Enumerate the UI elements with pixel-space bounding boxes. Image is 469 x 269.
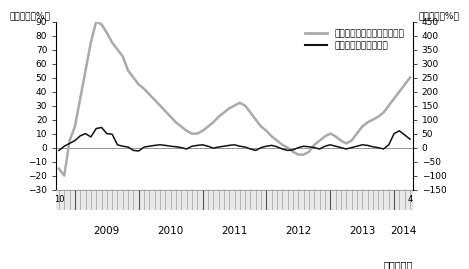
Text: 10: 10 xyxy=(53,195,64,204)
Text: 2011: 2011 xyxy=(221,226,248,236)
Text: 2010: 2010 xyxy=(158,226,184,236)
Text: 2014: 2014 xyxy=(390,226,416,236)
Text: 2012: 2012 xyxy=(285,226,311,236)
Text: （年、月）: （年、月） xyxy=(383,260,413,269)
Legend: 不動産開発業者向け資金供給, 社会融資総量（右軸）: 不動産開発業者向け資金供給, 社会融資総量（右軸） xyxy=(301,26,408,54)
Text: 2013: 2013 xyxy=(349,226,375,236)
Text: （前年比、%）: （前年比、%） xyxy=(10,11,51,20)
Text: 4: 4 xyxy=(408,195,413,204)
Text: 2009: 2009 xyxy=(94,226,120,236)
Text: （前年比、%）: （前年比、%） xyxy=(418,11,459,20)
